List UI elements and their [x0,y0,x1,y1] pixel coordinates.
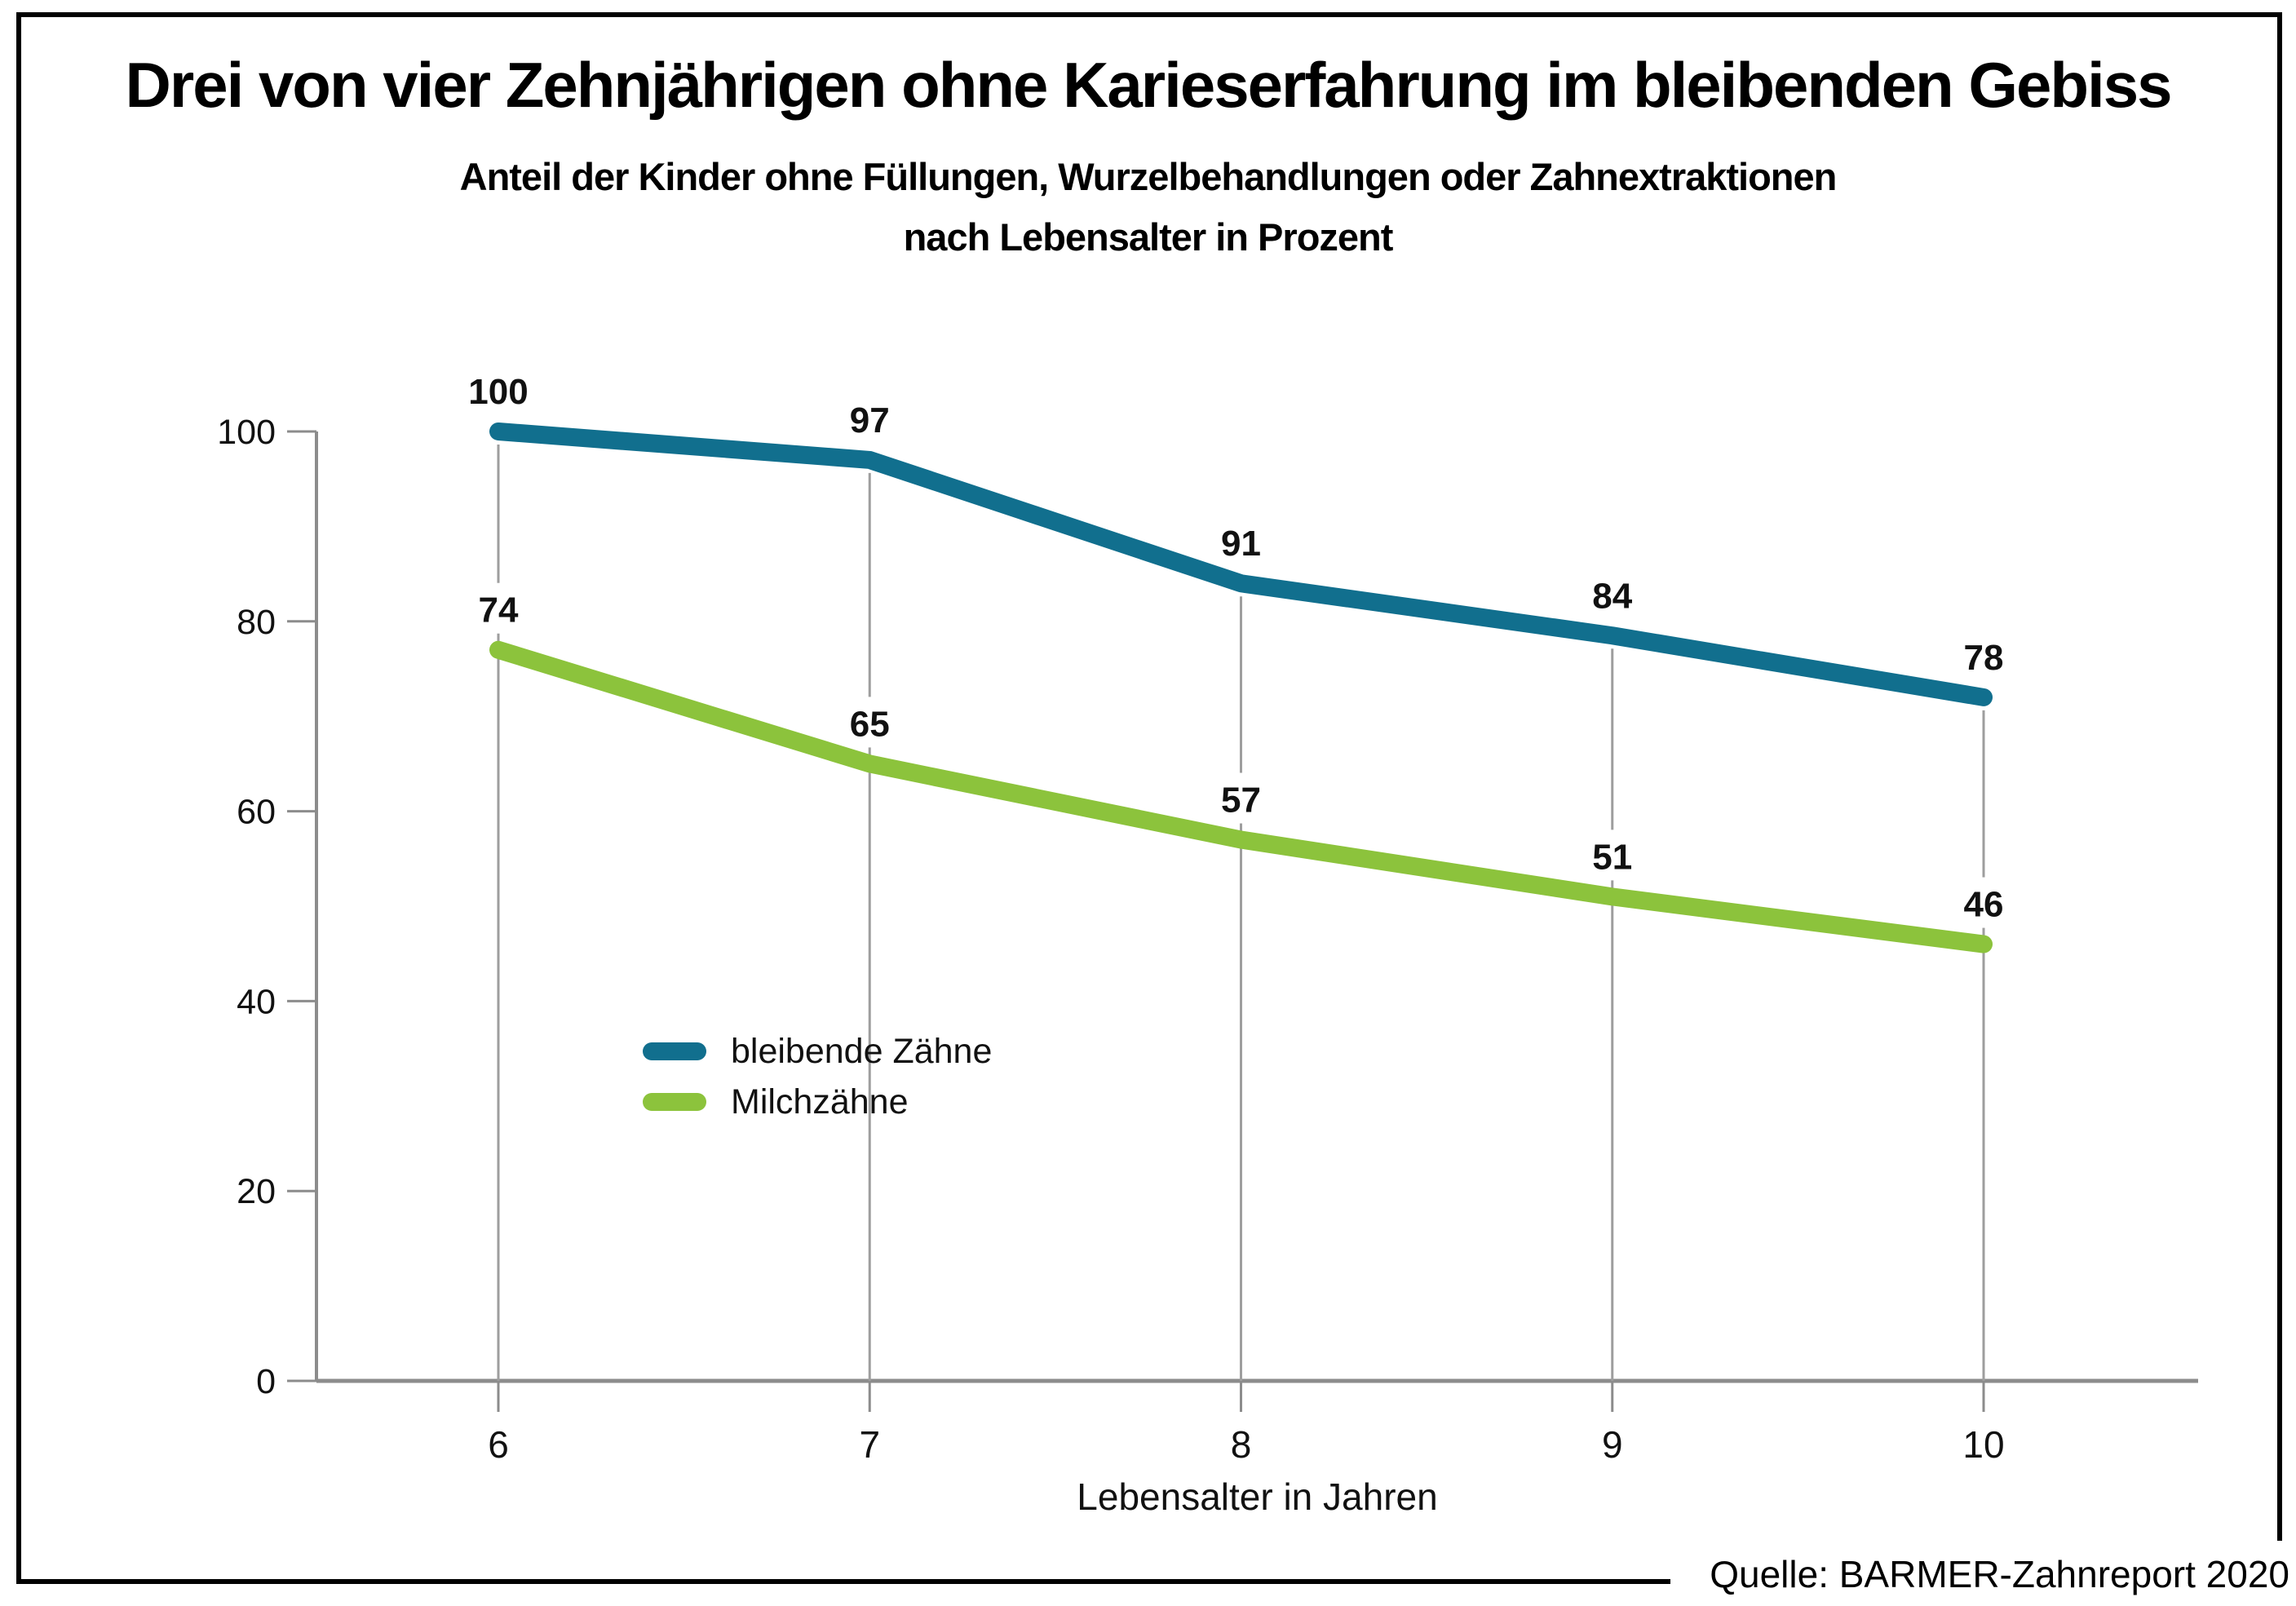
x-tick-label: 10 [1962,1423,2004,1466]
legend-item-milchz-hne: Milchzähne [643,1077,992,1127]
x-tick-label: 9 [1602,1423,1623,1466]
series-line-bleibende-z-hne [489,423,1993,706]
data-label-bg [471,582,525,634]
chart-frame [16,12,2282,1584]
data-label-bleibende-z-hne: 91 [1221,524,1261,564]
data-label-bg [1214,772,1268,824]
x-tick-label: 8 [1231,1423,1252,1466]
chart-subtitle-line1: Anteil der Kinder ohne Füllungen, Wurzel… [459,154,1838,198]
legend-item-bleibende-z-hne: bleibende Zähne [643,1026,992,1077]
data-label-bg [1214,516,1268,568]
chart-subtitle: Anteil der Kinder ohne Füllungen, Wurzel… [0,147,2296,268]
data-label-bg [1957,630,2011,681]
data-label-bleibende-z-hne: 84 [1592,576,1632,616]
data-label-bg [843,697,897,748]
data-label-milchz-hne: 51 [1592,837,1632,877]
x-axis-title: Lebensalter in Jahren [1077,1475,1438,1518]
x-tick-label: 6 [488,1423,509,1466]
y-tick-label: 0 [256,1362,276,1401]
x-tick-label: 7 [859,1423,880,1466]
y-tick-label: 80 [237,603,276,642]
data-label-bg [1957,877,2011,928]
data-label-milchz-hne: 65 [850,704,890,744]
series-line-milchz-hne [489,640,1993,953]
data-label-milchz-hne: 57 [1221,781,1261,821]
y-tick-label: 100 [217,413,276,452]
data-label-bg [843,392,897,444]
data-label-bleibende-z-hne: 78 [1964,638,2004,678]
legend: bleibende Zähne Milchzähne [643,1026,992,1127]
y-tick-label: 60 [237,793,276,832]
y-tick-label: 40 [237,982,276,1021]
legend-swatch-icon [643,1042,706,1060]
data-label-milchz-hne: 46 [1964,885,2004,925]
legend-swatch-icon [643,1093,706,1111]
data-label-milchz-hne: 74 [479,591,519,630]
data-label-bg [461,365,536,415]
chart-title: Drei von vier Zehnjährigen ohne Karieser… [125,49,2173,121]
chart-subtitle-line2: nach Lebensalter in Prozent [903,215,1394,259]
chart-header: Drei von vier Zehnjährigen ohne Karieser… [0,47,2296,268]
data-label-bleibende-z-hne: 97 [850,400,890,440]
legend-label: bleibende Zähne [731,1031,993,1071]
legend-label: Milchzähne [731,1082,909,1122]
data-label-bleibende-z-hne: 100 [468,372,528,412]
data-label-bg [1585,569,1639,620]
y-tick-label: 20 [237,1172,276,1211]
data-label-bg [1585,830,1639,881]
source-note: Quelle: BARMER-Zahnreport 2020 [1670,1541,2296,1606]
